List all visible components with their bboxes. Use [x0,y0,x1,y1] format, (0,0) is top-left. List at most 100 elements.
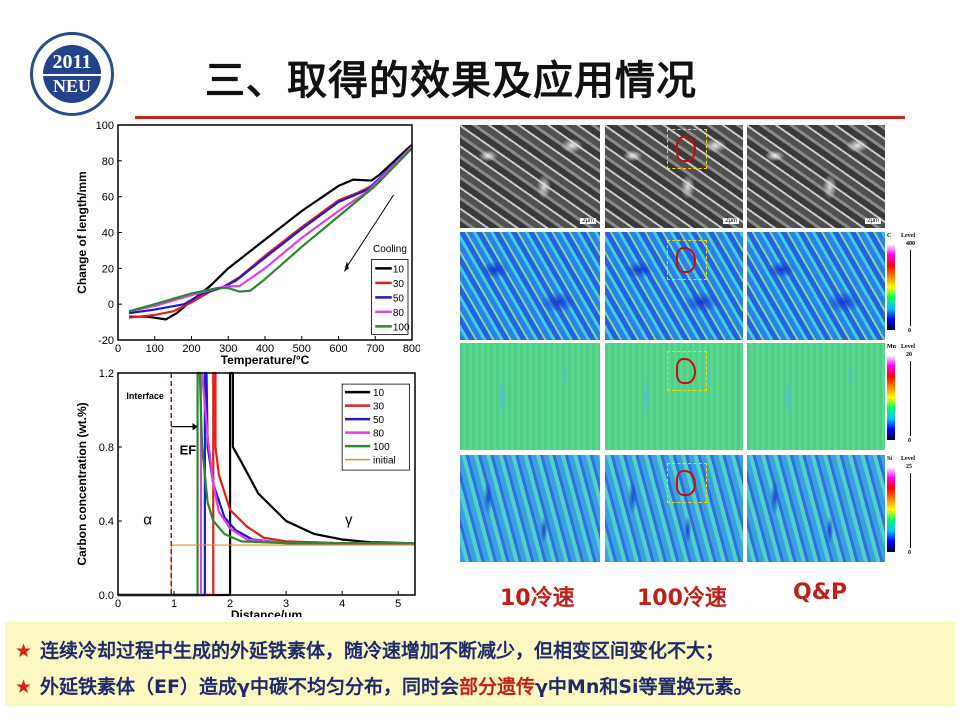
level-arrow [910,473,911,548]
x-tick-label: 0 [115,343,121,355]
level-label: Level [901,344,915,350]
y-tick-label: 100 [96,120,114,132]
legend-box [341,383,410,471]
legend-label-30: 30 [373,402,385,413]
silicon-map-3 [747,455,885,562]
logo-name: NEU [43,74,101,96]
carbon-map-3 [747,232,885,340]
ef-label: EF [180,442,197,457]
series-line-10 [129,143,413,321]
series-line-100 [128,147,413,313]
level-label: Level [901,233,915,239]
y-tick-label: 1.2 [99,368,114,380]
cooling-arrow [345,194,395,269]
y-tick-label: 0.8 [99,442,114,454]
plot-frame [117,372,416,596]
summary-bullet-1: ★ 连续冷却过程中生成的外延铁素体，随冷速增加不断减少，但相变区间变化不大； [15,636,724,663]
legend-label-50: 50 [393,293,405,304]
element-label: C [887,233,892,239]
x-axis-label: Temperature/°C [221,353,310,367]
y-axis-label: Change of length/mm [75,171,89,294]
silicon-map-1 [460,455,600,562]
scale-bar: 2μm [580,218,596,224]
slide-title: 三、取得的效果及应用情况 [205,58,697,104]
x-tick-label: 0 [115,598,121,610]
color-scale-C [887,244,895,330]
y-tick-label: 80 [102,156,114,168]
bullet-2-highlight: 部分遗传 [458,676,535,698]
sem-2: 2μm [605,125,743,228]
y-tick-label: 40 [102,228,114,240]
bullet-2-text-end: γ中Mn和Si等置换元素。 [534,676,753,698]
title-divider [135,116,905,119]
silicon-map-2 [605,455,743,562]
star-icon: ★ [15,640,33,662]
summary-bullet-2: ★ 外延铁素体（EF）造成γ中碳不均匀分布，同时会部分遗传γ中Mn和Si等置换元素… [15,672,753,699]
level-arrow [910,250,911,326]
summary-box: ★ 连续冷却过程中生成的外延铁素体，随冷速增加不断减少，但相变区间变化不大； ★ 外… [5,622,955,706]
x-axis-label: Distance/μm [231,608,302,617]
manganese-map-2 [605,343,743,450]
level-max: 25 [906,464,912,470]
star-icon: ★ [15,676,33,698]
legend-label-80: 80 [393,308,405,319]
x-tick-label: 2 [227,598,233,610]
neu-logo: 2011 NEU [30,32,114,116]
y-tick-label: 0.0 [99,590,114,602]
level-max: 20 [906,352,912,358]
series-line-30 [118,371,415,597]
legend-label-80: 80 [373,429,385,440]
series-line-10 [118,371,416,597]
manganese-map-3 [747,343,885,450]
column-label-qp: Q&P [793,580,848,605]
x-tick-label: 600 [329,343,347,355]
x-tick-label: 700 [366,343,384,355]
region-of-interest [667,240,707,280]
legend-label-10: 10 [373,388,385,399]
legend-label-10: 10 [393,264,405,275]
level-min: 0 [908,550,911,556]
y-tick-label: 0 [108,299,114,311]
element-label: Mn [887,344,896,350]
y-tick-label: 20 [102,263,114,275]
x-tick-label: 4 [339,598,345,610]
region-of-interest [667,463,707,503]
x-tick-label: 500 [293,343,311,355]
level-min: 0 [908,438,911,444]
carbon-concentration-chart: 0 1 2 3 4 5 0.0 0.4 0.8 1.2 Distance/μm Carbon conc… [75,368,416,617]
level-arrow [910,361,911,436]
color-scale-Mn [887,355,895,440]
carbon-map-2 [605,232,743,340]
dilatometry-chart: 0 100 200 300 400 500 600 700 800-20020406080100… [75,120,420,367]
series-line-50 [128,145,413,315]
x-tick-label: 800 [403,343,420,355]
alpha-label: α [143,512,152,529]
series-line-80 [118,371,415,597]
cooling-arrowhead [344,261,349,272]
legend-label-100: 100 [373,442,390,453]
level-max: 400 [906,241,915,247]
x-tick-label: 300 [219,343,237,355]
ef-arrowhead [192,422,198,431]
region-of-interest [667,351,707,391]
interface-label: Interface [126,391,164,401]
series-line-100 [118,371,415,597]
x-tick-label: 1 [171,598,177,610]
legend-label-30: 30 [393,279,405,290]
color-scale-Si [887,467,895,552]
sem-1: 2μm [460,125,600,228]
element-label: Si [887,456,893,462]
legend-label-100: 100 [393,322,410,333]
x-tick-label: 3 [283,598,289,610]
level-label: Level [901,456,915,462]
x-tick-label: 100 [146,343,164,355]
legend-label-initial: initial [373,456,396,467]
level-min: 0 [908,328,911,334]
legend-label-50: 50 [373,415,385,426]
carbon-map-1 [460,232,600,340]
manganese-map-1 [460,343,600,450]
x-tick-label: 5 [395,598,401,610]
y-tick-label: 0.4 [99,516,114,528]
x-tick-label: 200 [182,343,200,355]
